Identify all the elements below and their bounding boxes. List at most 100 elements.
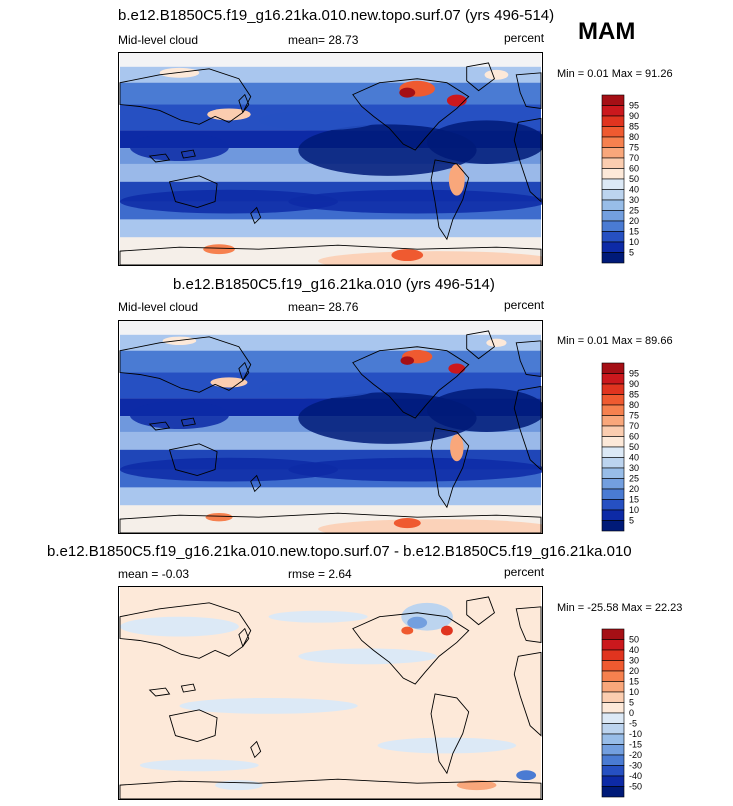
coastline (119, 336, 252, 393)
colorbar-swatch (601, 670, 625, 682)
colorbar-swatch (601, 733, 625, 745)
panel1-variable-label: Mid-level cloud (118, 33, 199, 47)
colorbar-tick-label: 30 (629, 656, 639, 666)
contour-region (446, 94, 467, 107)
colorbar-tick-label: 60 (629, 432, 639, 442)
contour-band (119, 66, 542, 83)
contour-region (448, 363, 466, 374)
colorbar-tick-label: -40 (629, 771, 642, 781)
colorbar-swatch (601, 220, 625, 232)
colorbar-swatch (601, 415, 625, 427)
contour-region (298, 648, 437, 665)
colorbar-tick-label: 40 (629, 645, 639, 655)
contour-region (393, 518, 421, 529)
colorbar-tick-label: 50 (629, 174, 639, 184)
contour-region (516, 770, 537, 781)
colorbar-swatch (601, 436, 625, 448)
colorbar-swatch (601, 723, 625, 735)
coastline (168, 709, 218, 743)
coastline (119, 778, 542, 799)
colorbar-swatch (601, 744, 625, 756)
colorbar-tick-label: 90 (629, 111, 639, 121)
coastline (466, 596, 495, 626)
coastline (352, 612, 470, 685)
colorbar-swatch (601, 649, 625, 661)
colorbar-swatch (601, 660, 625, 672)
colorbar-swatch (601, 446, 625, 458)
colorbar-swatch (601, 231, 625, 243)
panel1-units: percent (504, 31, 545, 45)
colorbar-tick-label: -10 (629, 729, 642, 739)
colorbar-tick-label: -5 (629, 719, 637, 729)
colorbar-swatch (601, 754, 625, 766)
coastline (513, 117, 542, 203)
colorbar-swatch (601, 712, 625, 724)
colorbar-tick-label: 20 (629, 484, 639, 494)
colorbar-tick-label: -50 (629, 782, 642, 792)
colorbar-tick-label: 15 (629, 677, 639, 687)
colorbar-tick-label: 90 (629, 379, 639, 389)
contour-region (486, 338, 507, 348)
contour-region (407, 616, 428, 629)
colorbar-swatch (601, 210, 625, 222)
coastline (119, 68, 252, 125)
panel2-units: percent (504, 298, 545, 312)
colorbar-tick-label: 20 (629, 216, 639, 226)
coastline (238, 627, 250, 648)
contour-band (119, 334, 542, 351)
coastline (352, 78, 470, 151)
contour-region (450, 434, 464, 462)
colorbar-swatch (601, 362, 625, 374)
contour-band (119, 53, 542, 67)
colorbar-swatch (601, 199, 625, 211)
colorbar-tick-label: 85 (629, 390, 639, 400)
contour-region (179, 697, 358, 714)
coastline (513, 385, 542, 471)
contour-region (288, 189, 542, 214)
contour-region (399, 87, 416, 98)
colorbar-tick-label: 25 (629, 474, 639, 484)
colorbar-tick-label: 25 (629, 206, 639, 216)
contour-region (258, 378, 378, 399)
colorbar-swatch (601, 765, 625, 777)
colorbar-tick-label: 15 (629, 227, 639, 237)
colorbar-swatch (601, 105, 625, 117)
colorbar-tick-label: 95 (629, 369, 639, 379)
contour-region (400, 356, 415, 365)
colorbar-swatch (601, 126, 625, 138)
colorbar-swatch (601, 157, 625, 169)
colorbar-tick-label: -30 (629, 761, 642, 771)
colorbar-swatch (601, 639, 625, 651)
colorbar-tick-label: 30 (629, 195, 639, 205)
colorbar-tick-label: 75 (629, 411, 639, 421)
colorbar-tick-label: -20 (629, 750, 642, 760)
coastline (250, 740, 262, 759)
colorbar-swatch (601, 136, 625, 148)
coastline (238, 361, 250, 382)
colorbar-swatch (601, 168, 625, 180)
panel1-map (118, 52, 543, 266)
colorbar-tick-label: 60 (629, 164, 639, 174)
colorbar-tick-label: 95 (629, 101, 639, 111)
coastline (515, 340, 542, 377)
coastline (466, 62, 495, 92)
coastline (250, 206, 262, 225)
contour-region (318, 519, 542, 533)
colorbar-swatch (601, 373, 625, 385)
colorbar-swatch (601, 394, 625, 406)
coastline (430, 159, 470, 241)
colorbar-tick-label: 5 (629, 516, 634, 526)
coastline (119, 512, 542, 533)
colorbar-swatch (601, 383, 625, 395)
coastline (119, 602, 252, 659)
coastline (466, 330, 495, 360)
colorbar-swatch (601, 189, 625, 201)
panel2-minmax: Min = 0.01 Max = 89.66 (557, 335, 673, 347)
contour-band (119, 321, 542, 335)
coastline (515, 606, 542, 643)
contour-band (119, 219, 542, 238)
contour-region (129, 133, 229, 161)
